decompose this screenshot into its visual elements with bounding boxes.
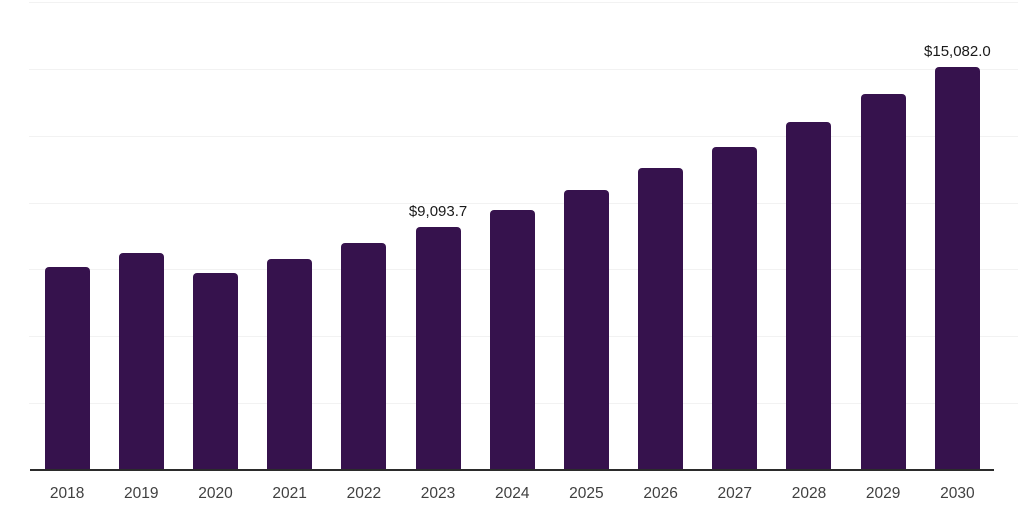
x-tick-label-2022: 2022 [346,485,382,502]
bar-2030 [934,66,980,470]
x-tick-label-2028: 2028 [791,485,827,502]
data-label-2023: $9,093.7 [408,202,468,220]
x-tick-label-2024: 2024 [494,485,530,502]
gridline-17500 [29,2,1018,3]
bar-2029 [860,94,906,470]
x-tick-label-2030: 2030 [940,485,975,502]
bar-2027 [712,147,758,470]
x-tick-label-2027: 2027 [717,485,753,502]
bar-2019 [118,252,164,470]
bar-2025 [563,190,609,470]
x-tick-label-2026: 2026 [643,485,678,502]
bar-2020 [192,272,238,470]
x-tick-label-2019: 2019 [124,485,159,502]
data-label-2030: $15,082.0 [924,42,991,60]
bar-2021 [267,258,313,470]
bar-2022 [341,242,387,470]
x-tick-label-2025: 2025 [569,485,604,502]
x-tick-label-2029: 2029 [865,485,901,502]
x-tick-label-2018: 2018 [49,485,85,502]
bar-2024 [489,210,535,470]
bar-2028 [786,122,832,470]
bar-2023 [415,226,461,470]
bar-2026 [638,168,684,470]
gridline-12500 [29,135,1018,137]
x-tick-label-2021: 2021 [272,485,307,502]
x-tick-label-2020: 2020 [198,485,233,502]
x-tick-label-2023: 2023 [420,485,456,502]
gridline-10000 [29,202,1018,204]
gridline-15000 [29,68,1018,70]
bar-2018 [44,266,90,470]
x-axis-line [30,469,994,471]
